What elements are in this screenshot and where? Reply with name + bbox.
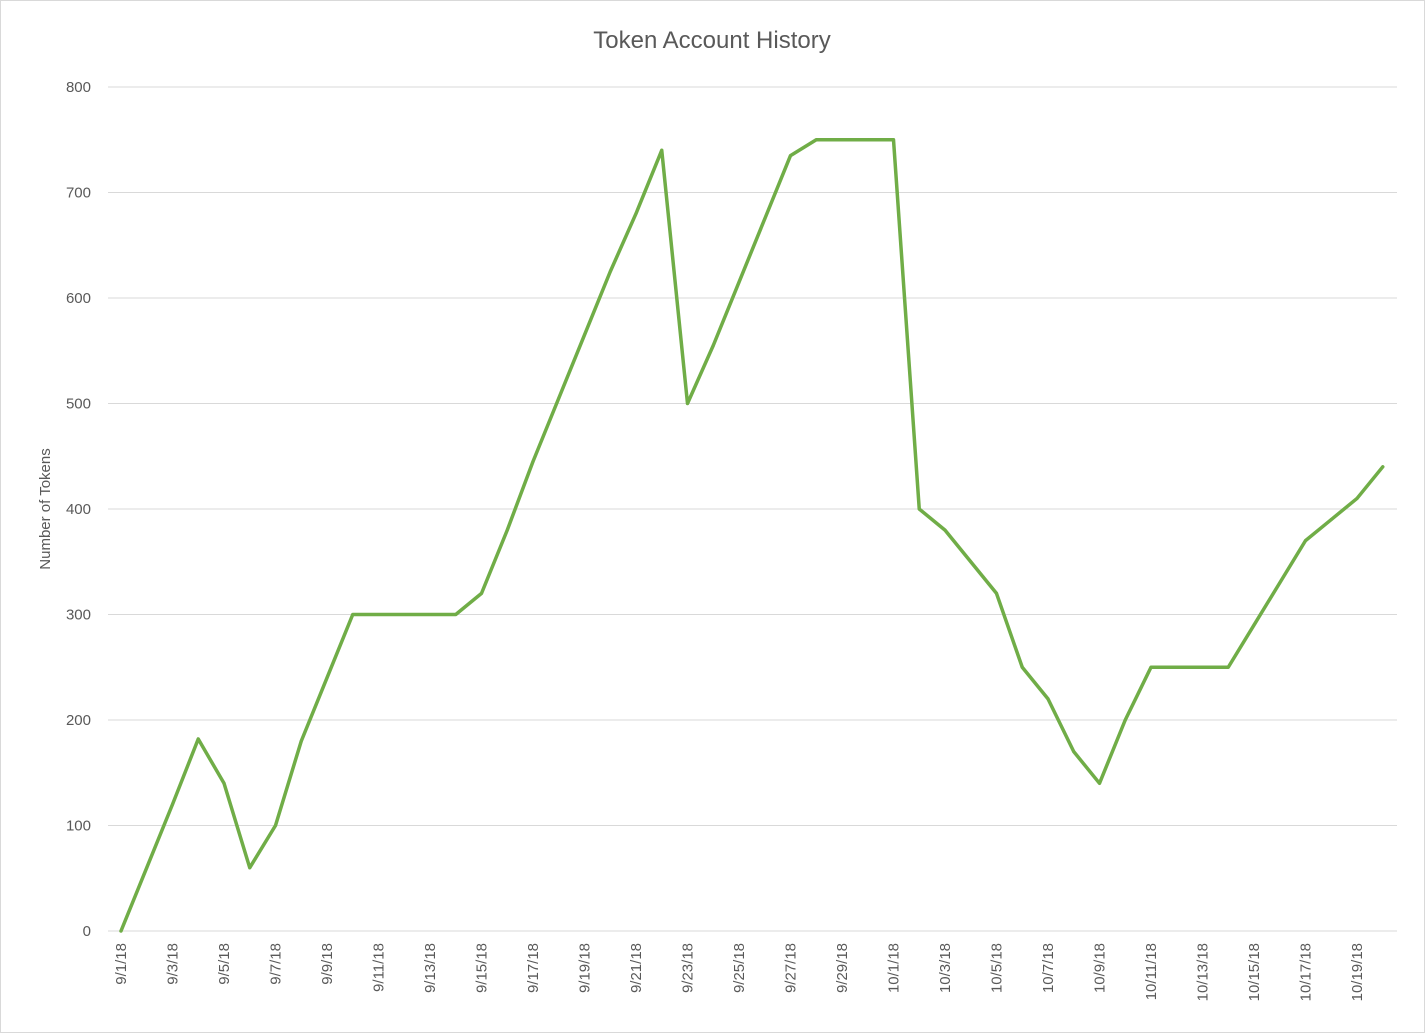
data-point bbox=[196, 737, 200, 741]
x-tick-label: 10/15/18 bbox=[1246, 943, 1263, 1001]
data-point bbox=[1226, 665, 1230, 669]
x-tick-label: 9/3/18 bbox=[165, 943, 182, 985]
x-tick-label: 9/13/18 bbox=[422, 943, 439, 993]
x-tick-label: 9/7/18 bbox=[268, 943, 285, 985]
data-point bbox=[171, 802, 174, 806]
data-point bbox=[505, 528, 509, 532]
x-tick-label: 9/1/18 bbox=[113, 943, 130, 985]
data-point bbox=[1201, 665, 1204, 669]
data-point bbox=[1020, 665, 1024, 669]
data-point bbox=[789, 154, 792, 158]
y-axis-title: Number of Tokens bbox=[37, 448, 54, 569]
y-tick-label: 0 bbox=[83, 923, 91, 940]
y-tick-label: 700 bbox=[66, 185, 91, 202]
data-point bbox=[145, 866, 149, 870]
data-point bbox=[377, 613, 380, 616]
data-point bbox=[840, 138, 844, 142]
x-tick-label: 9/29/18 bbox=[834, 943, 851, 993]
x-tick-label: 9/15/18 bbox=[474, 943, 491, 993]
data-point bbox=[299, 739, 303, 743]
data-point bbox=[969, 560, 973, 564]
series-layer bbox=[119, 138, 1385, 933]
data-point bbox=[1381, 465, 1385, 469]
data-point bbox=[917, 507, 921, 511]
data-point bbox=[608, 270, 612, 274]
x-tick-label: 10/11/18 bbox=[1143, 943, 1160, 1000]
data-point bbox=[402, 613, 406, 616]
data-point bbox=[1175, 665, 1179, 669]
data-point bbox=[1072, 750, 1076, 754]
data-point bbox=[1123, 718, 1127, 722]
x-tick-label: 9/11/18 bbox=[371, 943, 388, 992]
data-point bbox=[686, 402, 689, 405]
series-line-0 bbox=[119, 138, 1385, 933]
data-point bbox=[480, 591, 483, 595]
data-point bbox=[1278, 581, 1282, 585]
x-tick-label: 10/19/18 bbox=[1349, 943, 1366, 1001]
data-point bbox=[557, 396, 561, 400]
data-point bbox=[660, 148, 664, 152]
x-tick-label: 9/9/18 bbox=[319, 943, 336, 985]
data-point bbox=[222, 781, 226, 785]
data-point bbox=[737, 280, 741, 284]
x-tick-label: 10/7/18 bbox=[1040, 943, 1057, 993]
data-point bbox=[119, 929, 123, 933]
data-point bbox=[274, 824, 277, 827]
data-point bbox=[892, 138, 895, 142]
x-tick-label: 9/5/18 bbox=[216, 943, 233, 985]
data-point bbox=[711, 343, 715, 347]
y-tick-label: 400 bbox=[66, 501, 91, 518]
data-point bbox=[866, 138, 870, 142]
y-axis-ticks: 0 100 200 300 400 500 600 700 800 bbox=[66, 79, 91, 940]
data-point bbox=[1329, 518, 1333, 522]
data-point bbox=[995, 591, 998, 595]
data-point bbox=[943, 528, 947, 532]
y-tick-label: 600 bbox=[66, 290, 91, 307]
x-tick-label: 9/27/18 bbox=[783, 943, 800, 993]
x-tick-label: 10/9/18 bbox=[1092, 943, 1109, 993]
data-point bbox=[325, 676, 329, 680]
x-tick-label: 9/23/18 bbox=[680, 943, 697, 993]
data-point bbox=[1149, 665, 1153, 669]
data-point bbox=[1046, 697, 1050, 701]
x-tick-label: 10/3/18 bbox=[937, 943, 954, 993]
gridlines bbox=[108, 86, 1397, 826]
data-point bbox=[814, 138, 818, 142]
x-axis-ticks: 9/1/18 9/3/18 9/5/18 9/7/18 9/9/18 9/11/18 9/1… bbox=[113, 943, 1366, 1001]
data-point bbox=[1098, 781, 1101, 785]
x-tick-label: 9/19/18 bbox=[577, 943, 594, 993]
y-tick-label: 200 bbox=[66, 712, 91, 729]
x-tick-label: 10/1/18 bbox=[886, 943, 903, 993]
chart-title: Token Account History bbox=[593, 27, 830, 54]
data-point bbox=[634, 212, 638, 216]
y-tick-label: 500 bbox=[66, 396, 91, 413]
data-point bbox=[454, 613, 458, 616]
x-tick-label: 10/17/18 bbox=[1298, 943, 1315, 1001]
x-tick-label: 10/13/18 bbox=[1195, 943, 1212, 1001]
x-tick-label: 9/25/18 bbox=[731, 943, 748, 993]
data-point bbox=[763, 217, 767, 221]
data-point bbox=[583, 333, 586, 337]
y-tick-label: 100 bbox=[66, 818, 91, 835]
x-tick-label: 9/21/18 bbox=[628, 943, 645, 993]
x-tick-label: 10/5/18 bbox=[989, 943, 1006, 993]
data-point bbox=[1252, 623, 1256, 627]
y-tick-label: 300 bbox=[66, 607, 91, 624]
x-tick-label: 9/17/18 bbox=[525, 943, 542, 993]
y-tick-label: 800 bbox=[66, 79, 91, 96]
data-point bbox=[248, 866, 252, 870]
data-point bbox=[351, 613, 355, 616]
data-point bbox=[1304, 539, 1307, 543]
data-point bbox=[531, 460, 535, 464]
data-point bbox=[428, 613, 432, 616]
data-point bbox=[1355, 496, 1359, 500]
